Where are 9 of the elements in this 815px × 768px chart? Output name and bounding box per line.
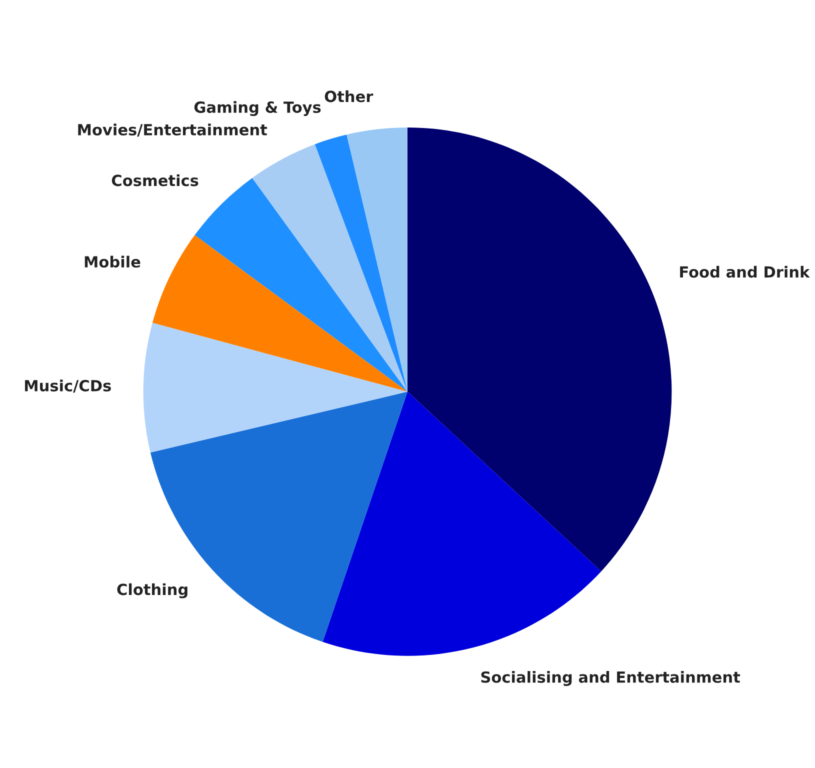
slice-label: Mobile: [84, 256, 140, 268]
slice-label: Socialising and Entertainment: [481, 671, 740, 686]
slice-label: Food and Drink: [680, 266, 810, 278]
slice-label: Gaming & Toys: [194, 101, 321, 116]
slice-label: Music/CDs: [25, 380, 111, 393]
slice-label: Movies/Entertainment: [78, 124, 268, 137]
slice-label: Clothing: [117, 583, 188, 598]
slice-label: Cosmetics: [112, 174, 198, 186]
slice-label: Other: [324, 90, 374, 102]
